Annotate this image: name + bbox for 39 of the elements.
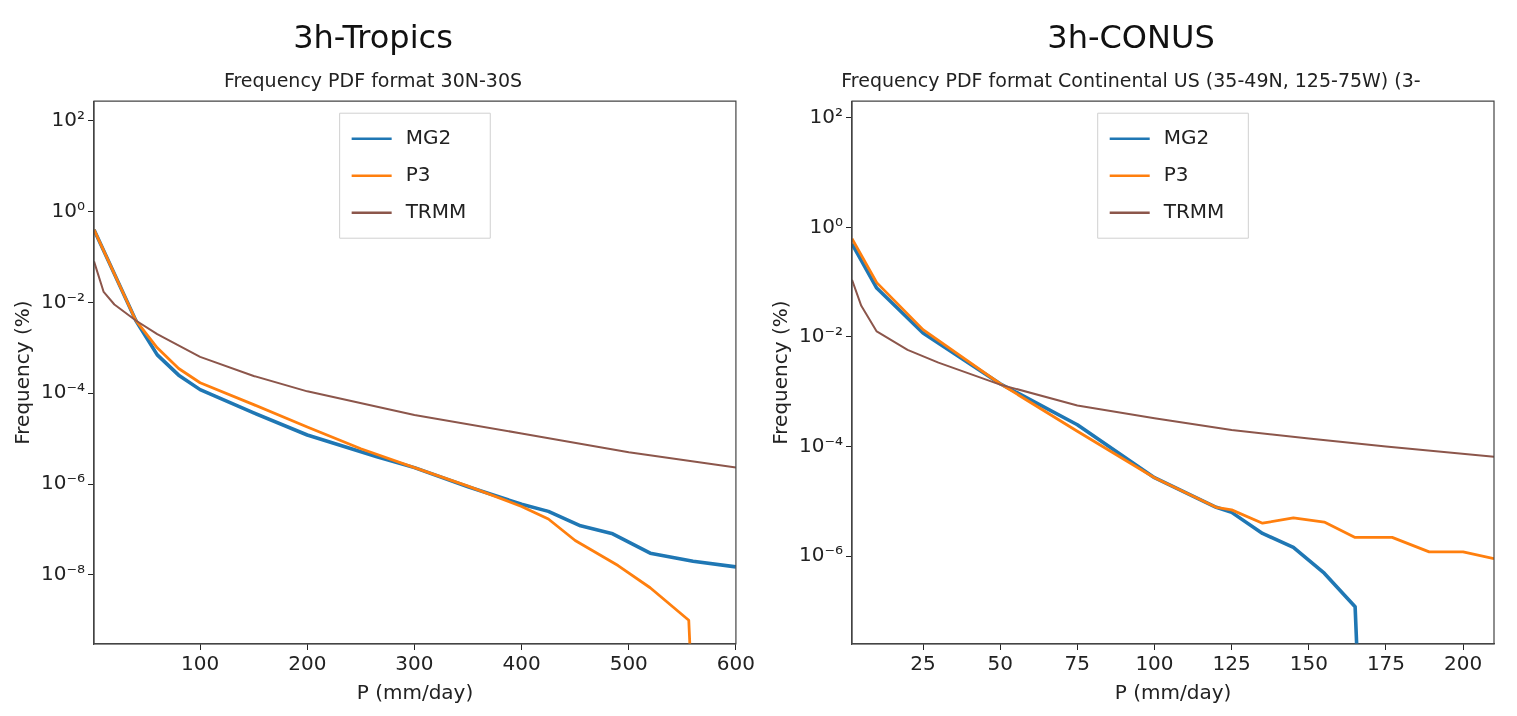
chart-subtitle: Frequency PDF format 30N-30S bbox=[223, 68, 523, 91]
legend-label: P3 bbox=[1163, 161, 1189, 186]
y-tick-label: 10⁻² bbox=[798, 323, 844, 348]
x-tick-label: 125 bbox=[1212, 651, 1251, 676]
legend-label: TRMM bbox=[404, 198, 467, 223]
x-tick-label: 50 bbox=[987, 651, 1013, 676]
x-axis-title: P (mm/day) bbox=[1114, 680, 1232, 705]
legend-label: MG2 bbox=[1163, 124, 1210, 149]
y-axis-title: Frequency (%) bbox=[10, 300, 35, 445]
x-tick-label: 150 bbox=[1289, 651, 1328, 676]
x-tick-label: 100 bbox=[181, 651, 220, 676]
x-tick-label: 75 bbox=[1064, 651, 1091, 676]
y-tick-label: 10² bbox=[51, 106, 86, 131]
y-tick-label: 10⁻⁶ bbox=[40, 470, 86, 495]
legend-label: MG2 bbox=[405, 124, 452, 149]
x-tick-label: 400 bbox=[502, 651, 541, 676]
x-axis-title: P (mm/day) bbox=[356, 680, 474, 705]
chart-subtitle: Frequency PDF format Continental US (35-49N, 125-75W) (3- bbox=[841, 68, 1421, 91]
x-tick-label: 100 bbox=[1135, 651, 1174, 676]
y-tick-label: 10⁻⁴ bbox=[40, 379, 86, 404]
x-tick-label: 300 bbox=[395, 651, 434, 676]
x-tick-label: 600 bbox=[716, 651, 756, 676]
x-tick-label: 25 bbox=[910, 651, 936, 676]
y-axis-title: Frequency (%) bbox=[768, 300, 793, 445]
legend-label: P3 bbox=[405, 161, 431, 186]
x-tick-label: 175 bbox=[1366, 651, 1406, 676]
legend-label: TRMM bbox=[1162, 198, 1225, 223]
y-tick-label: 10⁻⁸ bbox=[40, 561, 86, 586]
x-tick-label: 500 bbox=[609, 651, 648, 676]
x-tick-label: 200 bbox=[1444, 651, 1483, 676]
y-tick-label: 10² bbox=[809, 103, 844, 128]
y-tick-label: 10⁻² bbox=[40, 288, 86, 313]
x-tick-label: 200 bbox=[288, 651, 327, 676]
y-tick-label: 10⁰ bbox=[51, 197, 86, 222]
chart-title: 3h-CONUS bbox=[1047, 17, 1215, 56]
y-tick-label: 10⁻⁴ bbox=[798, 432, 844, 457]
chart-title: 3h-Tropics bbox=[293, 17, 453, 56]
y-tick-label: 10⁻⁶ bbox=[798, 542, 844, 567]
y-tick-label: 10⁰ bbox=[809, 213, 844, 238]
